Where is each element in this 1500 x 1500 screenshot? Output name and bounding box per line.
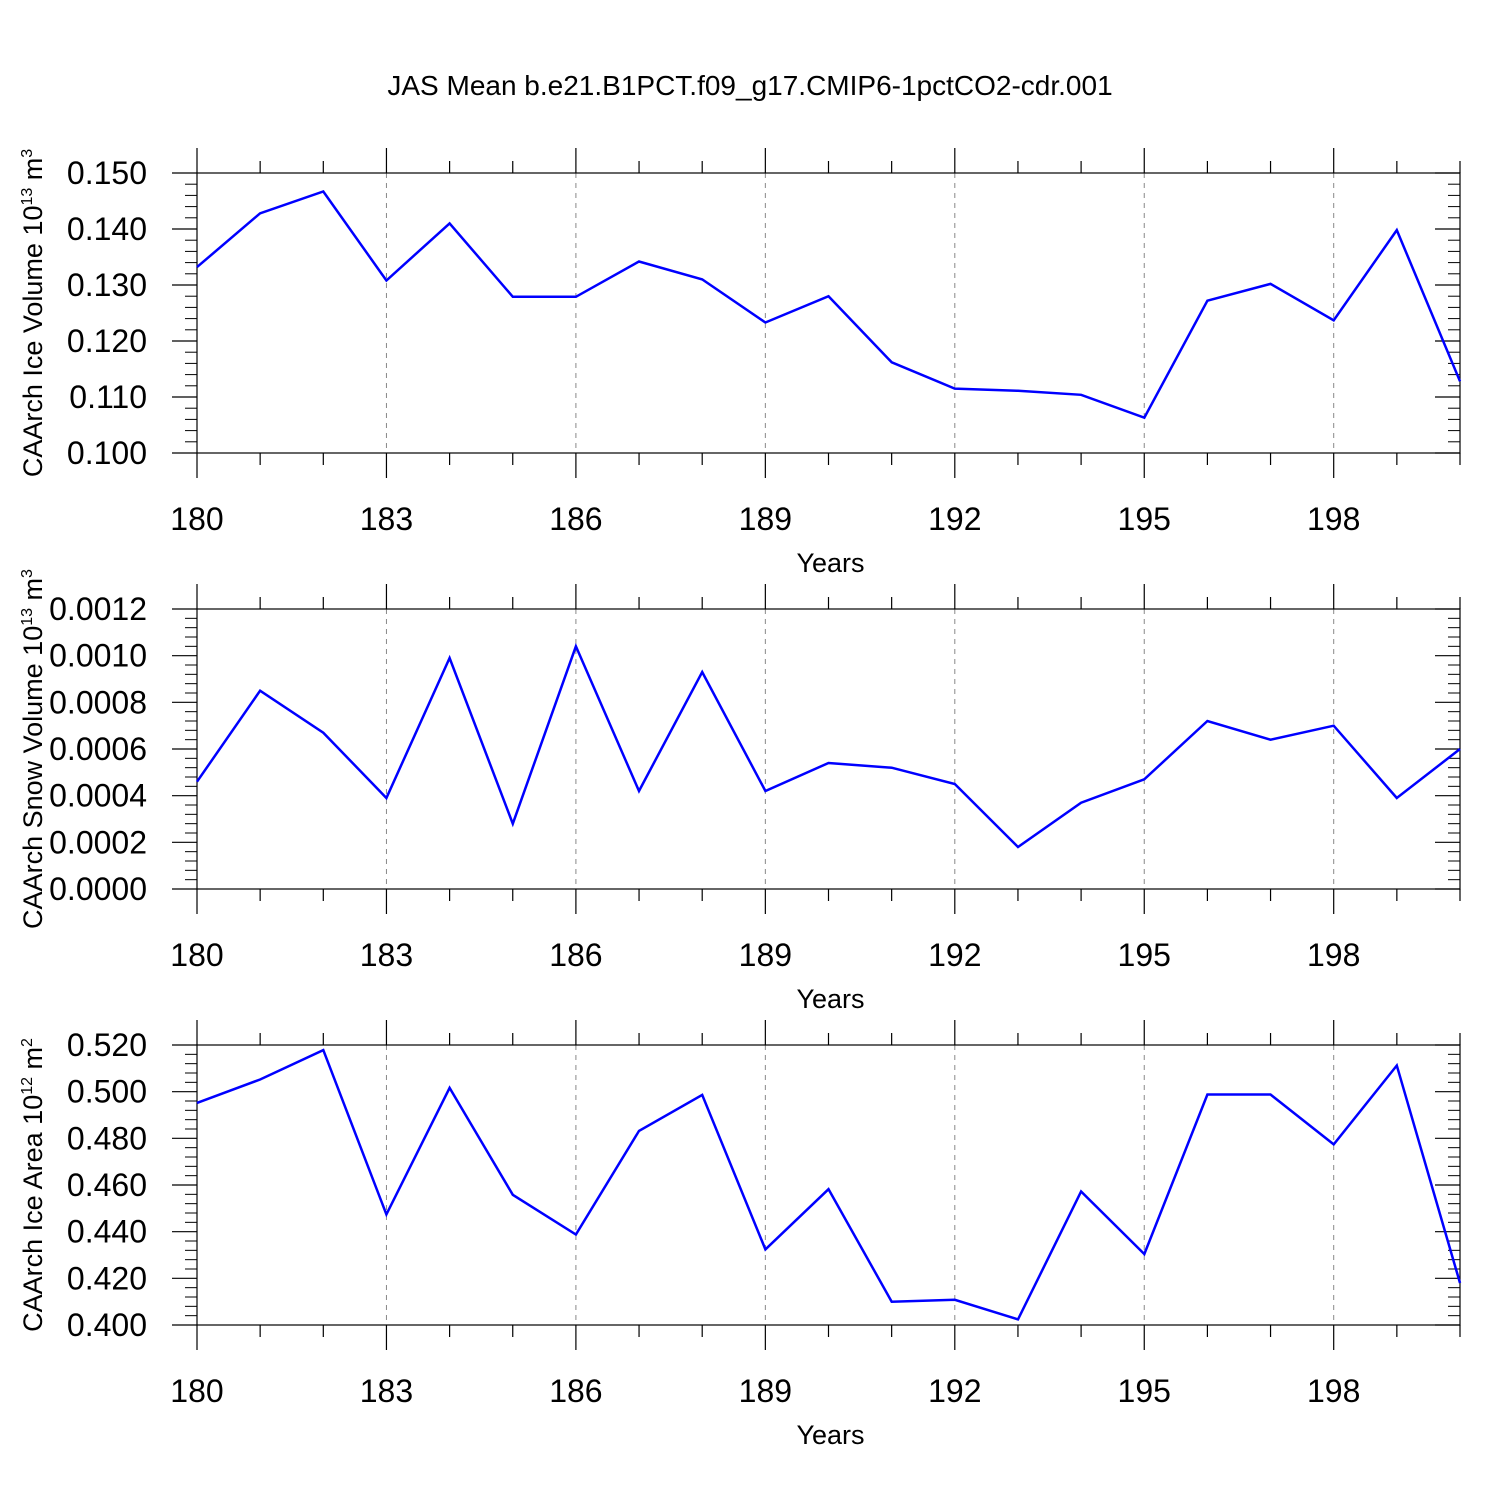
y-axis-title-exp: 12 (19, 1077, 36, 1095)
x-tick-label: 198 (1307, 1373, 1360, 1409)
x-tick-label: 189 (739, 937, 792, 973)
y-tick-label: 0.130 (67, 267, 147, 303)
x-tick-label: 195 (1118, 937, 1171, 973)
y-tick-label: 0.0012 (49, 591, 147, 627)
x-axis-title: Years (796, 984, 864, 1014)
y-tick-label: 0.400 (67, 1307, 147, 1343)
y-tick-label: 0.150 (67, 155, 147, 191)
y-tick-label: 0.0010 (49, 638, 147, 674)
y-axis-title: CAArch Ice Volume 1013 m3 (18, 149, 48, 477)
y-tick-label: 0.0006 (49, 731, 147, 767)
y-tick-label: 0.460 (67, 1167, 147, 1203)
y-tick-label: 0.520 (67, 1027, 147, 1063)
y-axis-title-unit-exp: 2 (19, 1038, 36, 1047)
y-tick-label: 0.480 (67, 1120, 147, 1156)
y-axis-title-unit: m (18, 1047, 48, 1077)
y-axis-title-text: CAArch Ice Area 10 (18, 1095, 48, 1332)
x-tick-label: 195 (1118, 1373, 1171, 1409)
y-tick-label: 0.440 (67, 1214, 147, 1250)
y-tick-label: 0.100 (67, 435, 147, 471)
y-axis-title-unit-exp: 3 (19, 569, 36, 578)
y-axis-title-unit: m (18, 158, 48, 188)
x-tick-label: 180 (170, 1373, 223, 1409)
x-tick-label: 186 (549, 501, 602, 537)
plot-frame (196, 172, 1461, 454)
y-tick-label: 0.0004 (49, 778, 147, 814)
x-tick-label: 183 (360, 501, 413, 537)
y-axis-title-exp: 13 (19, 608, 36, 626)
x-tick-label: 189 (739, 1373, 792, 1409)
x-tick-label: 186 (549, 1373, 602, 1409)
y-tick-label: 0.0000 (49, 871, 147, 907)
x-tick-label: 183 (360, 937, 413, 973)
y-tick-label: 0.140 (67, 211, 147, 247)
chart-panel-3: 0.400 0.420 0.440 0.460 0.480 0.500 0.520 180 18… (18, 1020, 1462, 1450)
chart-title: JAS Mean b.e21.B1PCT.f09_g17.CMIP6-1pctC… (387, 70, 1113, 101)
y-axis-title: CAArch Snow Volume 1013 m3 (18, 569, 48, 929)
y-axis-title-unit-exp: 3 (19, 149, 36, 158)
y-axis-title: CAArch Ice Area 1012 m2 (18, 1038, 48, 1332)
x-axis-title: Years (796, 548, 864, 578)
x-tick-label: 195 (1118, 501, 1171, 537)
chart-panel-2: 0.0000 0.0002 0.0004 0.0006 0.0008 0.0010 0.00… (18, 569, 1461, 1014)
x-tick-label: 192 (928, 501, 981, 537)
chart-panel-1: 0.100 0.110 0.120 0.130 0.140 0.150 180 183 186 1… (18, 148, 1462, 578)
x-tick-label: 189 (739, 501, 792, 537)
y-axis-title-text: CAArch Ice Volume 10 (18, 206, 48, 478)
series-line (195, 642, 1461, 849)
plot-frame (196, 1044, 1461, 1326)
y-axis-title-text: CAArch Snow Volume 10 (18, 626, 48, 929)
x-tick-label: 183 (360, 1373, 413, 1409)
y-tick-label: 0.120 (67, 323, 147, 359)
y-tick-label: 0.0002 (49, 824, 147, 860)
y-axis-title-unit: m (18, 578, 48, 608)
y-axis-title-exp: 13 (19, 188, 36, 206)
x-tick-label: 180 (170, 937, 223, 973)
y-tick-label: 0.500 (67, 1074, 147, 1110)
x-axis-title: Years (796, 1420, 864, 1450)
x-tick-label: 186 (549, 937, 602, 973)
y-tick-label: 0.420 (67, 1260, 147, 1296)
x-tick-label: 198 (1307, 937, 1360, 973)
x-tick-label: 180 (170, 501, 223, 537)
y-tick-label: 0.0008 (49, 684, 147, 720)
x-tick-label: 192 (928, 937, 981, 973)
x-tick-label: 192 (928, 1373, 981, 1409)
y-tick-label: 0.110 (69, 379, 147, 415)
x-tick-label: 198 (1307, 501, 1360, 537)
